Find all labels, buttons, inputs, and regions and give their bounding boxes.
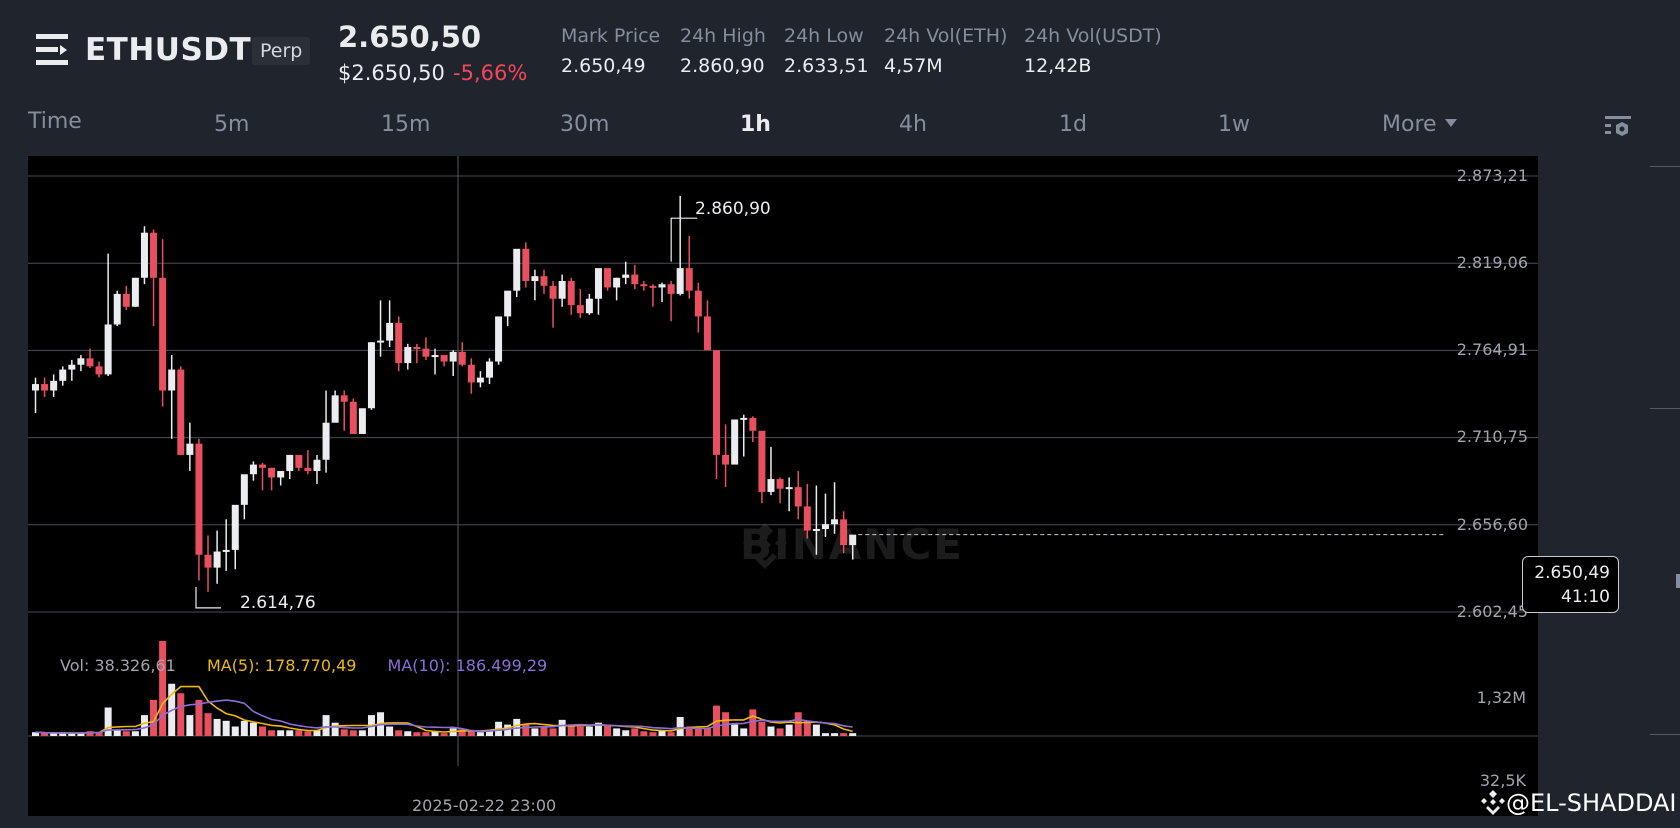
price-axis-label: 2.873,21 <box>1456 166 1528 185</box>
tab-1d[interactable]: 1d <box>1059 112 1087 137</box>
current-price-tag[interactable]: 2.650,49 41:10 <box>1522 556 1619 613</box>
stat-24h-vol-usdt: 24h Vol(USDT) 12,42B <box>1024 25 1162 77</box>
ticker-header: ETHUSDT Perp 2.650,50 $2.650,50 -5,66% M… <box>0 0 1680 100</box>
price-change-percent: -5,66% <box>453 61 528 85</box>
last-price: 2.650,50 <box>338 20 482 54</box>
stat-24h-high: 24h High 2.860,90 <box>680 25 766 77</box>
contract-type-badge: Perp <box>252 37 311 65</box>
tab-4h[interactable]: 4h <box>899 112 927 137</box>
binance-logo-icon <box>743 523 787 569</box>
volume-value: Vol: 38.326,61 <box>60 656 176 675</box>
menu-icon[interactable] <box>36 34 70 66</box>
stat-label: 24h Vol(USDT) <box>1024 25 1162 47</box>
volume-axis-label: 32,5K <box>1479 771 1526 790</box>
divider <box>1650 734 1680 735</box>
high-price-marker: 2.860,90 <box>695 199 771 219</box>
divider <box>1650 408 1680 409</box>
stat-label: 24h Low <box>784 25 864 47</box>
tab-1h[interactable]: 1h <box>740 112 771 137</box>
volume-legend: Vol: 38.326,61 MA(5): 178.770,49 MA(10):… <box>60 656 573 675</box>
divider <box>1650 166 1680 167</box>
caret-down-icon <box>1444 119 1457 127</box>
chart-settings-icon[interactable] <box>1604 114 1632 142</box>
right-panel-edge <box>1538 156 1680 828</box>
tab-more-label: More <box>1382 112 1437 137</box>
stat-value: 2.633,51 <box>784 55 869 77</box>
last-price-usd: $2.650,50 <box>338 61 445 85</box>
stat-value: 2.860,90 <box>680 55 765 77</box>
stat-value: 4,57M <box>884 55 943 77</box>
tab-30m[interactable]: 30m <box>560 112 610 137</box>
candlestick-plot[interactable] <box>28 156 1538 816</box>
price-axis-label: 2.819,06 <box>1456 253 1528 272</box>
tab-time[interactable]: Time <box>28 109 82 134</box>
current-price: 2.650,49 <box>1534 563 1610 583</box>
stat-mark-price: Mark Price 2.650,49 <box>561 25 660 77</box>
volume-ma5: MA(5): 178.770,49 <box>206 656 357 675</box>
volume-axis-label: 1,32M <box>1476 688 1526 707</box>
crosshair-time-label: 2025-02-22 23:00 <box>412 796 557 815</box>
tab-15m[interactable]: 15m <box>381 112 431 137</box>
stat-24h-low: 24h Low 2.633,51 <box>784 25 869 77</box>
symbol-name[interactable]: ETHUSDT <box>85 32 252 68</box>
credit-text: @EL-SHADDAI <box>1506 789 1677 817</box>
stat-label: 24h High <box>680 25 766 47</box>
tab-5m[interactable]: 5m <box>214 112 250 137</box>
price-axis-label: 2.656,60 <box>1456 515 1528 534</box>
tab-more[interactable]: More <box>1382 112 1457 137</box>
author-credit: @EL-SHADDAI <box>1480 789 1677 817</box>
interval-tabs: Time 5m 15m 30m 1h 4h 1d 1w More <box>0 108 1680 146</box>
stat-label: 24h Vol(ETH) <box>884 25 1008 47</box>
stat-24h-vol-eth: 24h Vol(ETH) 4,57M <box>884 25 1007 77</box>
divider <box>1676 574 1680 588</box>
price-axis-label: 2.602,45 <box>1456 602 1528 621</box>
price-chart[interactable]: BINANCE 2.873,21 2.819,06 2.764,91 2.710… <box>28 156 1538 816</box>
price-axis-label: 2.764,91 <box>1456 340 1528 359</box>
tab-1w[interactable]: 1w <box>1218 112 1250 137</box>
stat-value: 12,42B <box>1024 55 1092 77</box>
volume-ma10: MA(10): 186.499,29 <box>387 656 548 675</box>
low-price-marker: 2.614,76 <box>240 593 316 613</box>
stat-value: 2.650,49 <box>561 55 646 77</box>
price-axis-label: 2.710,75 <box>1456 427 1528 446</box>
candle-countdown: 41:10 <box>1561 587 1610 607</box>
stat-label: Mark Price <box>561 25 661 47</box>
binance-logo-icon <box>1481 790 1505 815</box>
